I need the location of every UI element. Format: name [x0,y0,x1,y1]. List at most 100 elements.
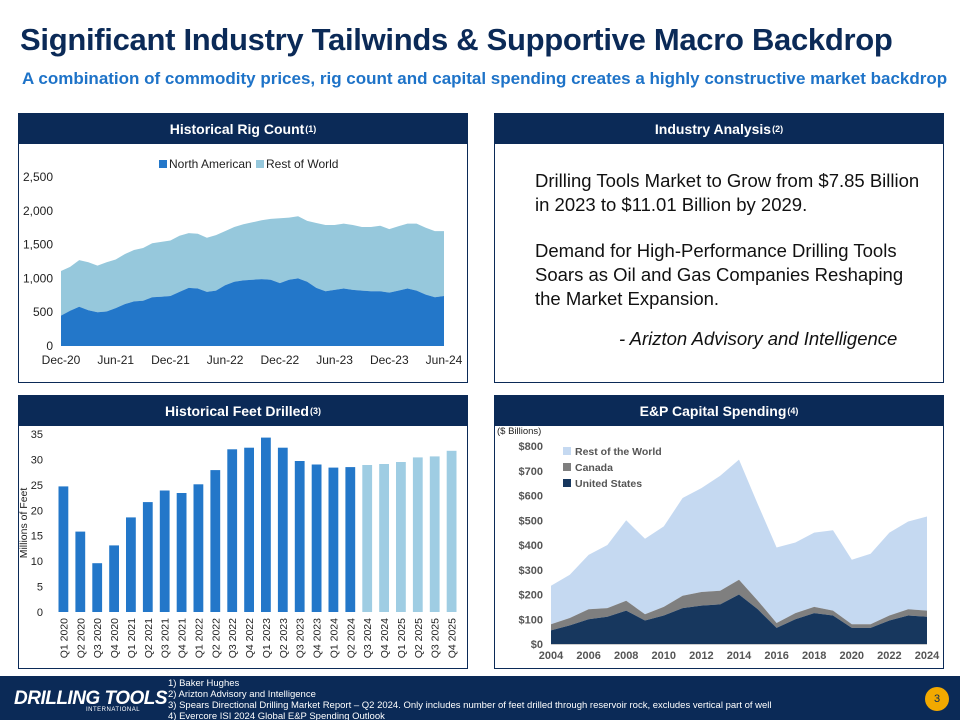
y-tick-label: 0 [37,607,43,619]
x-tick-label: Dec-21 [151,353,190,367]
x-tick-label: Q3 2021 [160,618,172,658]
x-tick-label: Q3 2024 [362,618,374,658]
series-area-united-states [551,594,927,644]
bar-q4-2024 [379,464,389,612]
capital-spending-chart: ($ Billions) $0 $100 $200 $300 $400 $500 $600 $7… [497,426,940,662]
y-tick-label: 2,500 [23,170,53,184]
y-tick-label: 15 [31,531,43,543]
bar-q1-2021 [126,517,136,612]
series-area-canada [551,579,927,631]
bar-q2-2021 [142,502,153,612]
bar-q4-2022 [244,447,254,612]
y-tick-label: $100 [519,614,543,626]
bar-q3-2020 [92,563,103,612]
x-tick-label: Q4 2022 [244,618,256,658]
feet-drilled-title: Historical Feet Drilled [165,403,309,419]
company-logo-subtitle: INTERNATIONAL [86,707,141,713]
unit-label: ($ Billions) [497,426,541,437]
capital-spending-panel-header: E&P Capital Spending (4) [495,396,943,426]
y-tick-label: $200 [519,590,543,602]
x-tick-label: Q2 2021 [143,618,155,658]
legend-swatch [563,479,571,487]
y-tick-label: 35 [31,429,43,441]
x-tick-label: Q1 2020 [58,618,70,658]
x-tick-label: Jun-24 [426,353,463,367]
bar-q1-2022 [193,484,204,612]
analysis-paragraph-2: Demand for High-Performance Drilling Too… [535,240,904,309]
y-tick-label: $800 [519,441,543,453]
legend-swatch [159,160,167,168]
bar-q4-2025 [446,450,457,612]
footnote-1: 1) Baker Hughes [168,678,240,689]
rig-count-title: Historical Rig Count [169,121,305,137]
x-tick-label: Q3 2022 [227,618,239,658]
legend-swatch [563,447,571,455]
bar-q3-2021 [159,490,170,612]
bar-q4-2021 [176,493,187,612]
bar-q3-2023 [294,461,305,612]
bar-q1-2023 [261,437,271,612]
x-tick-label: Jun-23 [316,353,353,367]
feet-drilled-footnote-ref: (3) [309,406,321,416]
rig-count-chart: 0 500 1,000 1,500 2,000 2,500 Dec-20 Jun-21 Dec-… [23,157,463,367]
x-tick-label: Q3 2020 [92,618,104,658]
y-tick-label: $400 [519,540,543,552]
y-tick-label: 1,500 [23,238,53,252]
legend-label: North American [169,157,252,171]
y-tick-label: $700 [519,466,543,478]
bar-q1-2025 [396,462,406,612]
bar-q2-2023 [277,447,288,612]
capital-spending-footnote-ref: (4) [787,406,799,416]
analysis-text: Drilling Tools Market to Grow from $7.85… [535,169,925,333]
industry-analysis-panel: Industry Analysis (2) Drilling Tools Mark… [494,113,944,383]
x-tick-label: 2012 [689,650,713,662]
page-subtitle: A combination of commodity prices, rig c… [22,69,948,88]
bar-q2-2024 [345,467,356,612]
industry-analysis-footnote-ref: (2) [772,124,784,134]
company-logo: DRILLING TOOLS [14,688,168,709]
y-tick-label: 5 [37,582,43,594]
x-tick-label: Jun-22 [207,353,244,367]
feet-drilled-panel-header: Historical Feet Drilled (3) [19,396,467,426]
rig-count-panel: Historical Rig Count (1) 0 500 1,000 1,500 2,… [18,113,468,383]
x-tick-label: 2018 [802,650,826,662]
bar-q3-2025 [429,456,440,612]
analysis-attribution: - Arizton Advisory and Intelligence [619,328,898,349]
x-tick-label: 2006 [576,650,600,662]
footnote-3: 3) Spears Directional Drilling Market Re… [168,700,772,711]
x-tick-label: Q1 2023 [261,618,273,658]
feet-drilled-chart: 0 5 10 15 20 25 30 35 Millions of Feet Q1 2020 Q2 … [19,429,459,658]
feet-drilled-panel: Historical Feet Drilled (3) 0 5 10 15 20 25 30 3… [18,395,468,669]
x-tick-label: 2022 [877,650,901,662]
legend-label: Rest of the World [575,446,662,458]
page-number: 3 [925,687,949,711]
legend-label: Rest of World [266,157,338,171]
rig-count-footnote-ref: (1) [305,124,317,134]
y-tick-label: $300 [519,565,543,577]
y-tick-label: $500 [519,515,543,527]
x-tick-label: 2014 [727,650,752,662]
y-axis-label: Millions of Feet [19,488,30,559]
x-tick-label: Q4 2020 [109,618,121,658]
x-tick-label: 2008 [614,650,638,662]
footnotes: 1) Baker Hughes 2) Arizton Advisory and … [168,678,772,722]
x-tick-label: Q1 2022 [193,618,205,658]
bar-q3-2024 [362,465,373,612]
x-tick-label: 2004 [539,650,564,662]
x-tick-label: Q2 2025 [413,618,425,658]
x-tick-label: Q4 2025 [447,618,459,658]
y-tick-label: 20 [31,505,43,517]
x-tick-label: Q4 2023 [312,618,324,658]
footer-bar [0,676,960,720]
footnote-2: 2) Arizton Advisory and Intelligence [168,689,316,700]
page-title: Significant Industry Tailwinds & Support… [20,22,893,57]
x-tick-label: Jun-21 [97,353,134,367]
industry-analysis-panel-header: Industry Analysis (2) [495,114,943,144]
y-tick-label: 25 [31,480,43,492]
x-tick-label: Dec-23 [370,353,409,367]
x-tick-label: 2010 [652,650,676,662]
x-tick-label: Q4 2024 [379,618,391,658]
rig-count-panel-header: Historical Rig Count (1) [19,114,467,144]
x-tick-label: 2020 [840,650,864,662]
x-tick-label: 2024 [915,650,940,662]
